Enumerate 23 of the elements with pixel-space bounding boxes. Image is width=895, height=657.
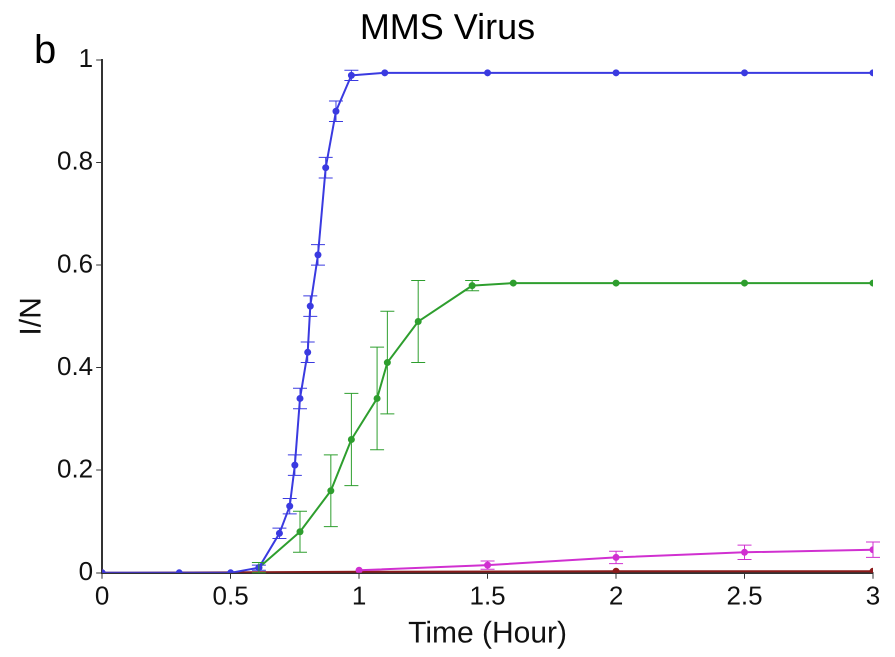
y-tick-label: 1	[78, 43, 94, 74]
y-axis-title: I/N	[14, 297, 48, 336]
chart-title: MMS Virus	[360, 6, 536, 47]
point	[381, 69, 388, 76]
point	[741, 69, 748, 76]
point	[741, 280, 748, 287]
point	[612, 280, 620, 287]
y-tick-label: 0.6	[56, 248, 94, 278]
x-tick-label: 2.5	[726, 580, 763, 611]
x-tick-label: 1.5	[469, 580, 506, 611]
y-tick-label: 0.4	[56, 350, 94, 381]
y-tick-label: 0.2	[56, 453, 94, 484]
x-axis-title: Time (Hour)	[408, 616, 568, 650]
x-tick-label: 1	[352, 580, 366, 611]
point	[484, 69, 492, 76]
point	[510, 280, 517, 287]
text: b	[34, 28, 56, 73]
y-tick-label: 0	[78, 556, 94, 586]
x-tick-label: 0.5	[212, 580, 249, 611]
y-tick-label: 0.8	[56, 146, 94, 176]
point	[612, 69, 620, 76]
x-tick-label: 3	[866, 580, 880, 611]
x-tick-label: 2	[608, 580, 624, 611]
